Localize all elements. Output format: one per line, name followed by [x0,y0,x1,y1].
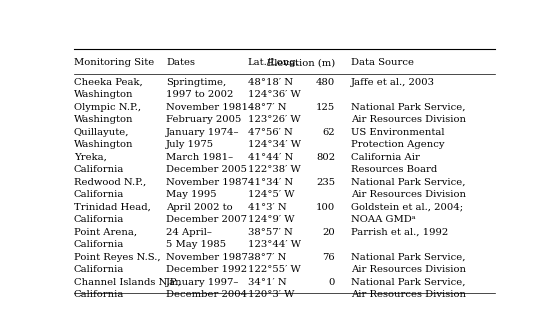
Text: December 2004: December 2004 [166,290,248,299]
Text: February 2005: February 2005 [166,115,241,124]
Text: November 1981–: November 1981– [166,103,253,112]
Text: 34°1′ N: 34°1′ N [248,278,286,287]
Text: 41°3′ N: 41°3′ N [248,203,286,212]
Text: NOAA GMDᵃ: NOAA GMDᵃ [351,215,416,224]
Text: 41°44′ N: 41°44′ N [248,153,293,162]
Text: Washington: Washington [74,140,133,149]
Text: 123°44′ W: 123°44′ W [248,240,301,249]
Text: National Park Service,: National Park Service, [351,103,466,112]
Text: Air Resources Division: Air Resources Division [351,265,466,274]
Text: California: California [74,190,124,199]
Text: 38°57′ N: 38°57′ N [248,228,292,237]
Text: 62: 62 [322,128,335,137]
Text: Channel Islands N.P.,: Channel Islands N.P., [74,278,180,287]
Text: Washington: Washington [74,90,133,99]
Text: 47°56′ N: 47°56′ N [248,128,292,137]
Text: Lat./Long.: Lat./Long. [248,58,300,67]
Text: 480: 480 [316,78,335,87]
Text: 38°7′ N: 38°7′ N [248,253,286,262]
Text: Air Resources Division: Air Resources Division [351,190,466,199]
Text: 122°55′ W: 122°55′ W [248,265,301,274]
Text: Trinidad Head,: Trinidad Head, [74,203,150,212]
Text: July 1975: July 1975 [166,140,214,149]
Text: Protection Agency: Protection Agency [351,140,445,149]
Text: California: California [74,265,124,274]
Text: Parrish et al., 1992: Parrish et al., 1992 [351,228,448,237]
Text: 235: 235 [316,178,335,187]
Text: 0: 0 [329,278,335,287]
Text: 24 April–: 24 April– [166,228,212,237]
Text: Resources Board: Resources Board [351,165,437,174]
Text: Jaffe et al., 2003: Jaffe et al., 2003 [351,78,435,87]
Text: November 1987–: November 1987– [166,178,253,187]
Text: 125: 125 [316,103,335,112]
Text: 48°18′ N: 48°18′ N [248,78,293,87]
Text: January 1997–: January 1997– [166,278,240,287]
Text: 124°5′ W: 124°5′ W [248,190,294,199]
Text: California: California [74,240,124,249]
Text: 76: 76 [322,253,335,262]
Text: Monitoring Site: Monitoring Site [74,58,154,67]
Text: 123°26′ W: 123°26′ W [248,115,300,124]
Text: 124°9′ W: 124°9′ W [248,215,294,224]
Text: California Air: California Air [351,153,420,162]
Text: November 1987–: November 1987– [166,253,253,262]
Text: April 2002 to: April 2002 to [166,203,233,212]
Text: Point Reyes N.S.,: Point Reyes N.S., [74,253,160,262]
Text: Washington: Washington [74,115,133,124]
Text: 120°3′ W: 120°3′ W [248,290,294,299]
Text: December 1992: December 1992 [166,265,248,274]
Text: National Park Service,: National Park Service, [351,178,466,187]
Text: Air Resources Division: Air Resources Division [351,115,466,124]
Text: 48°7′ N: 48°7′ N [248,103,286,112]
Text: 20: 20 [322,228,335,237]
Text: Point Arena,: Point Arena, [74,228,137,237]
Text: 124°34′ W: 124°34′ W [248,140,301,149]
Text: California: California [74,215,124,224]
Text: US Environmental: US Environmental [351,128,445,137]
Text: December 2007: December 2007 [166,215,247,224]
Text: Yreka,: Yreka, [74,153,107,162]
Text: 100: 100 [316,203,335,212]
Text: Air Resources Division: Air Resources Division [351,290,466,299]
Text: January 1974–: January 1974– [166,128,240,137]
Text: Redwood N.P.,: Redwood N.P., [74,178,146,187]
Text: National Park Service,: National Park Service, [351,278,466,287]
Text: California: California [74,290,124,299]
Text: 1997 to 2002: 1997 to 2002 [166,90,234,99]
Text: Elevation (m): Elevation (m) [267,58,335,67]
Text: California: California [74,165,124,174]
Text: 122°38′ W: 122°38′ W [248,165,301,174]
Text: Springtime,: Springtime, [166,78,226,87]
Text: 5 May 1985: 5 May 1985 [166,240,226,249]
Text: Olympic N.P.,: Olympic N.P., [74,103,141,112]
Text: National Park Service,: National Park Service, [351,253,466,262]
Text: Goldstein et al., 2004;: Goldstein et al., 2004; [351,203,463,212]
Text: 41°34′ N: 41°34′ N [248,178,293,187]
Text: Data Source: Data Source [351,58,414,67]
Text: Dates: Dates [166,58,195,67]
Text: Cheeka Peak,: Cheeka Peak, [74,78,143,87]
Text: May 1995: May 1995 [166,190,217,199]
Text: December 2005: December 2005 [166,165,247,174]
Text: 124°36′ W: 124°36′ W [248,90,301,99]
Text: 802: 802 [316,153,335,162]
Text: Quillayute,: Quillayute, [74,128,129,137]
Text: March 1981–: March 1981– [166,153,233,162]
